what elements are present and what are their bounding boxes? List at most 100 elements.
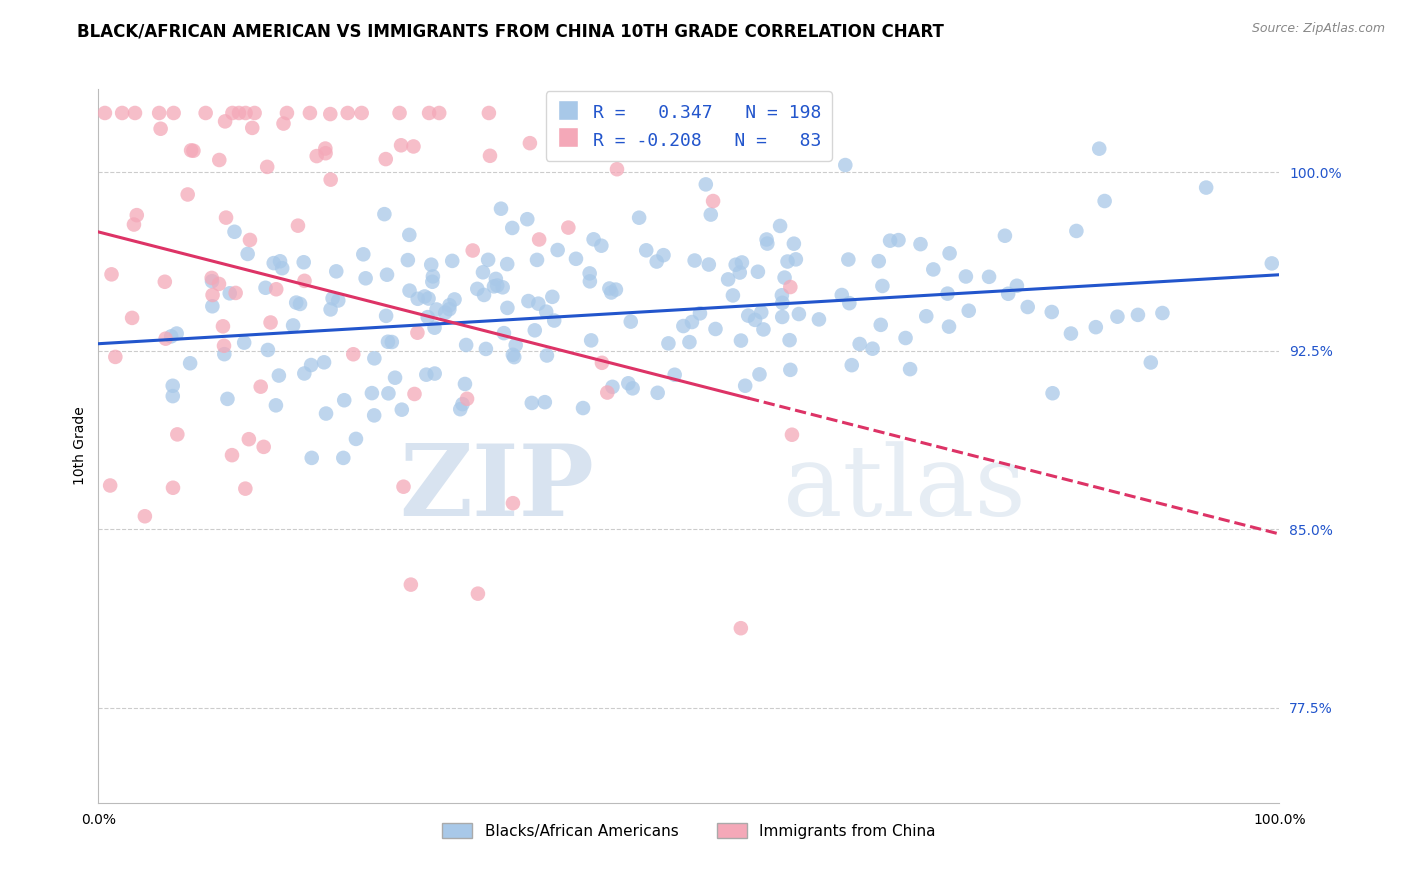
Point <box>160 329 183 343</box>
Point <box>496 301 519 315</box>
Point <box>179 356 201 370</box>
Point <box>652 248 675 262</box>
Point <box>872 279 894 293</box>
Point <box>201 299 224 313</box>
Point <box>605 283 627 297</box>
Point <box>1152 306 1174 320</box>
Point <box>122 218 145 232</box>
Point <box>737 309 759 323</box>
Point <box>253 440 276 454</box>
Point <box>375 268 398 282</box>
Point <box>534 304 557 318</box>
Point <box>647 385 669 400</box>
Point <box>579 334 602 348</box>
Point <box>628 211 651 225</box>
Point <box>239 233 262 247</box>
Point <box>456 338 478 352</box>
Point <box>238 432 260 446</box>
Point <box>591 356 613 370</box>
Point <box>938 246 960 260</box>
Point <box>104 350 127 364</box>
Point <box>125 208 148 222</box>
Point <box>418 106 440 120</box>
Point <box>333 393 356 408</box>
Point <box>456 392 478 406</box>
Point <box>543 313 565 327</box>
Point <box>598 281 620 295</box>
Point <box>730 334 752 348</box>
Point <box>215 211 238 225</box>
Point <box>704 322 727 336</box>
Point <box>717 272 740 286</box>
Point <box>636 244 658 258</box>
Point <box>94 106 117 120</box>
Point <box>416 310 439 325</box>
Point <box>111 106 134 120</box>
Point <box>166 427 188 442</box>
Point <box>894 331 917 345</box>
Point <box>267 368 290 383</box>
Text: atlas: atlas <box>783 441 1026 537</box>
Point <box>377 334 399 349</box>
Point <box>582 232 605 246</box>
Point <box>162 481 184 495</box>
Point <box>402 139 425 153</box>
Point <box>441 253 464 268</box>
Point <box>298 106 321 120</box>
Point <box>256 160 278 174</box>
Point <box>547 243 569 257</box>
Point <box>271 261 294 276</box>
Point <box>439 298 461 312</box>
Point <box>1017 300 1039 314</box>
Point <box>391 402 413 417</box>
Point <box>332 450 354 465</box>
Point <box>1005 278 1028 293</box>
Point <box>208 277 231 291</box>
Point <box>596 385 619 400</box>
Point <box>233 482 256 496</box>
Point <box>288 297 311 311</box>
Point <box>834 158 856 172</box>
Point <box>406 292 429 306</box>
Point <box>779 280 801 294</box>
Point <box>363 351 385 366</box>
Point <box>617 376 640 391</box>
Point <box>936 286 959 301</box>
Point <box>354 271 377 285</box>
Point <box>443 293 465 307</box>
Point <box>1195 180 1218 194</box>
Point <box>415 368 437 382</box>
Point <box>292 255 315 269</box>
Point <box>1126 308 1149 322</box>
Point <box>664 368 686 382</box>
Point <box>375 309 398 323</box>
Point <box>477 252 499 267</box>
Point <box>396 253 419 268</box>
Point <box>997 286 1019 301</box>
Point <box>392 480 415 494</box>
Point <box>201 274 224 288</box>
Point <box>384 370 406 384</box>
Point <box>276 106 298 120</box>
Point <box>770 295 793 310</box>
Point <box>342 347 364 361</box>
Point <box>305 149 328 163</box>
Legend: Blacks/African Americans, Immigrants from China: Blacks/African Americans, Immigrants fro… <box>436 817 942 845</box>
Point <box>785 252 807 267</box>
Point <box>482 279 505 293</box>
Point <box>520 396 543 410</box>
Point <box>404 387 426 401</box>
Point <box>273 117 295 131</box>
Point <box>350 106 373 120</box>
Point <box>787 307 810 321</box>
Point <box>426 302 449 317</box>
Point <box>505 338 527 352</box>
Point <box>228 106 250 120</box>
Point <box>322 291 344 305</box>
Point <box>1261 256 1284 270</box>
Point <box>221 106 243 120</box>
Point <box>344 432 367 446</box>
Point <box>471 265 494 279</box>
Point <box>155 332 177 346</box>
Text: BLACK/AFRICAN AMERICAN VS IMMIGRANTS FROM CHINA 10TH GRADE CORRELATION CHART: BLACK/AFRICAN AMERICAN VS IMMIGRANTS FRO… <box>77 22 945 40</box>
